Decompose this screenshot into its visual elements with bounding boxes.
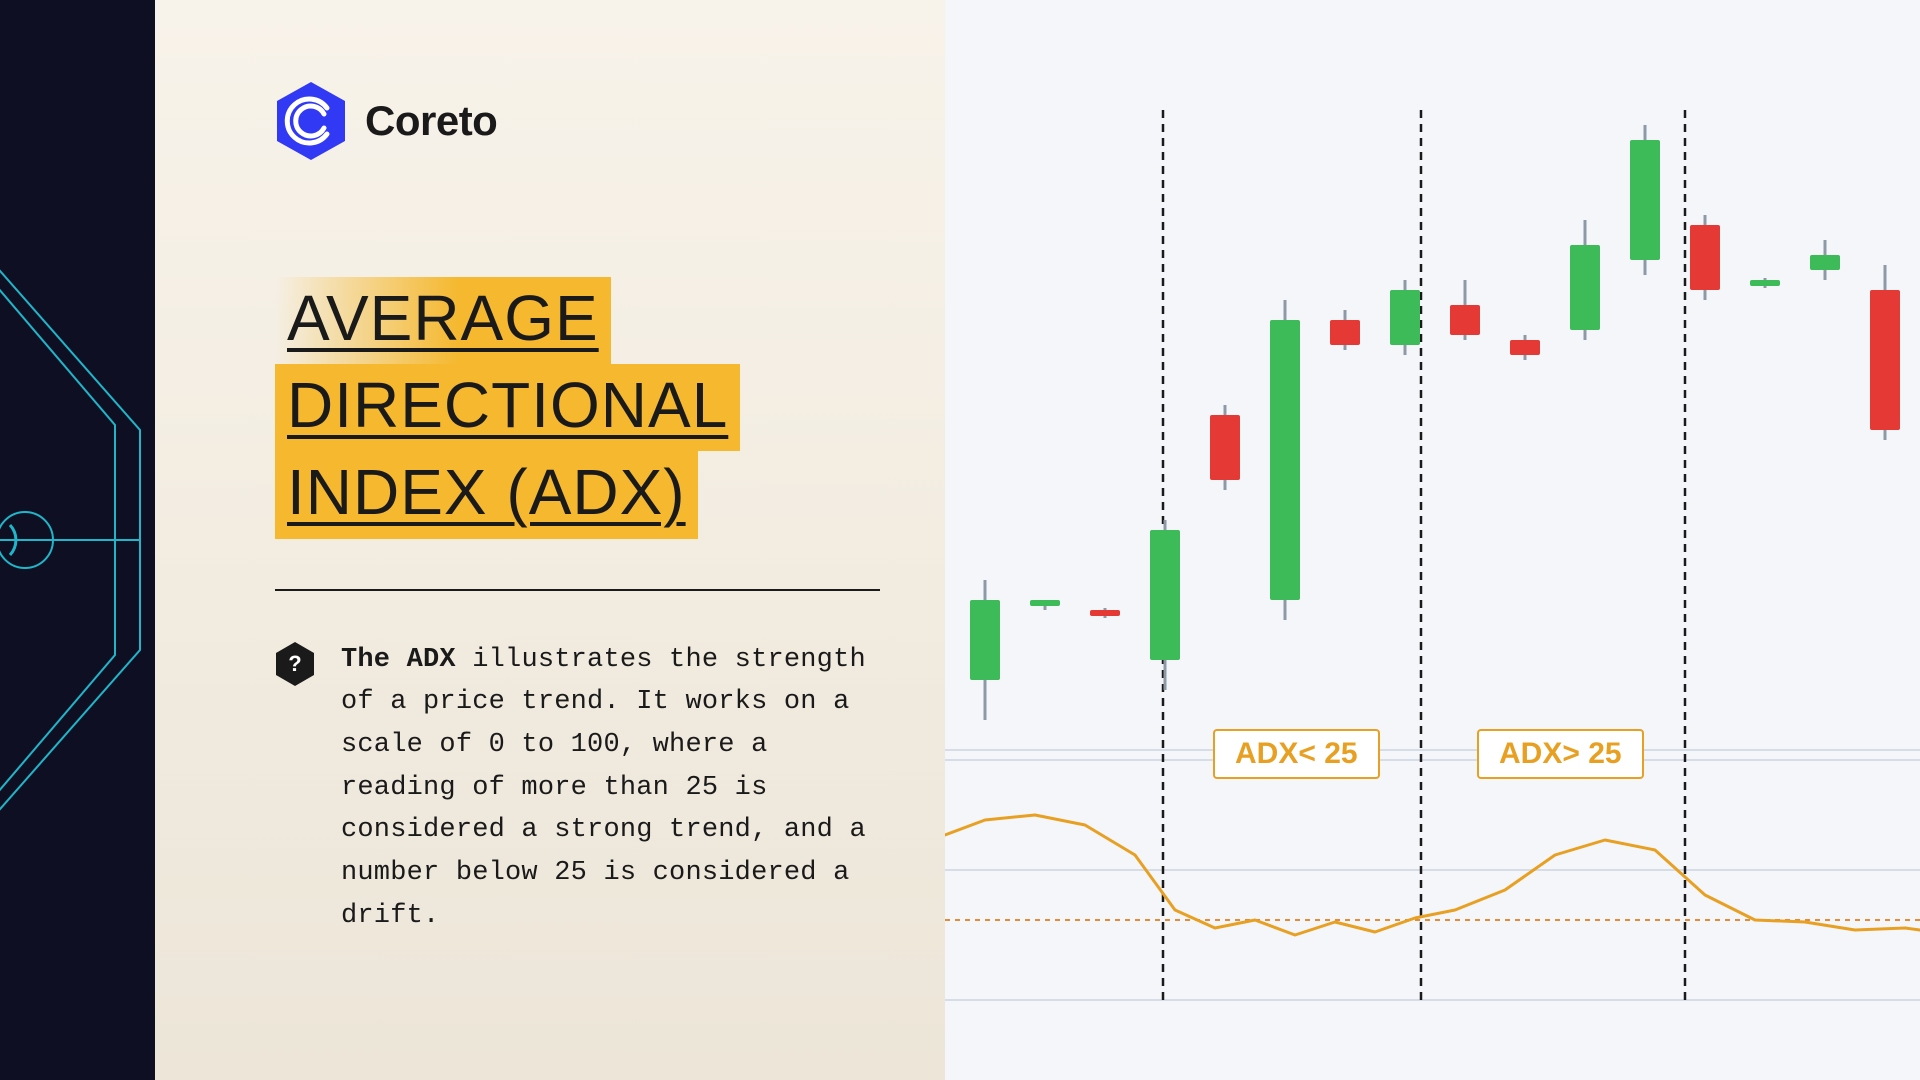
- svg-text:?: ?: [288, 651, 301, 676]
- brand-name: Coreto: [365, 97, 497, 145]
- description-body: illustrates the strength of a price tren…: [341, 645, 866, 931]
- adx-badge-1: ADX> 25: [1477, 729, 1644, 779]
- divider-line: [275, 589, 880, 591]
- title-line-3: INDEX (ADX): [275, 451, 698, 538]
- page-title: AVERAGE DIRECTIONAL INDEX (ADX): [275, 277, 880, 539]
- brand-logo-icon: [275, 80, 347, 162]
- description-strong: The ADX: [341, 645, 456, 675]
- decorative-dark-strip: [0, 0, 155, 1080]
- title-line-2: DIRECTIONAL: [275, 364, 740, 451]
- question-icon: ?: [275, 641, 315, 687]
- description-text: The ADX illustrates the strength of a pr…: [341, 639, 880, 938]
- chart-panel: ADX< 25 ADX> 25: [945, 0, 1920, 1080]
- geo-lines: [0, 180, 155, 900]
- description-row: ? The ADX illustrates the strength of a …: [275, 639, 880, 938]
- adx-badge-0: ADX< 25: [1213, 729, 1380, 779]
- logo-row: Coreto: [275, 80, 880, 162]
- candlestick-chart: [945, 0, 1920, 1080]
- title-line-1: AVERAGE: [275, 277, 611, 364]
- left-panel: Coreto AVERAGE DIRECTIONAL INDEX (ADX) ?…: [155, 0, 945, 1080]
